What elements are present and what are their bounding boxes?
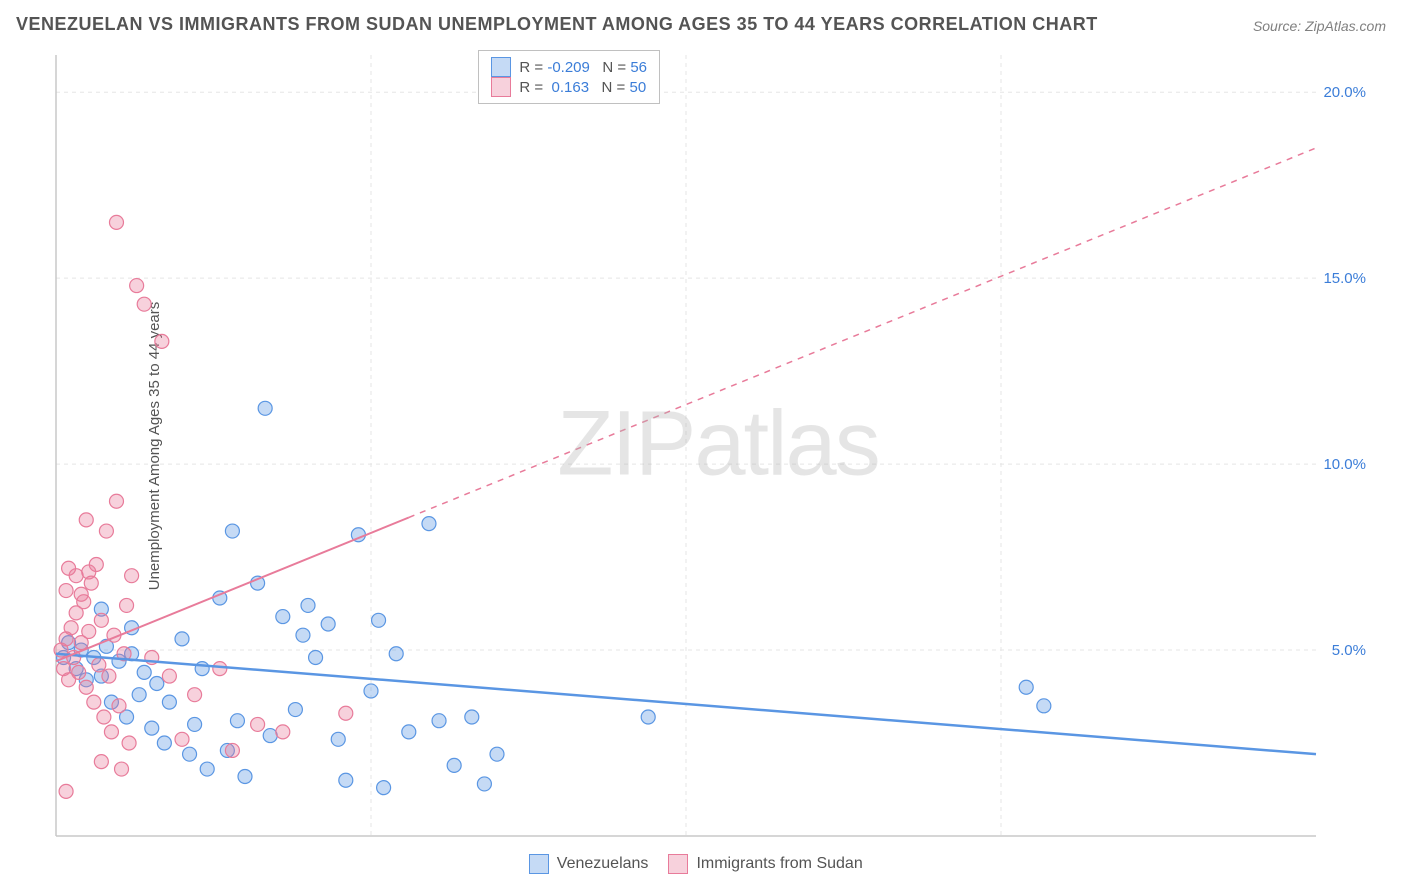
series-legend-label: Venezuelans — [557, 855, 649, 873]
legend-swatch — [529, 854, 549, 874]
scatter-chart-svg: 5.0%10.0%15.0%20.0%0.0%50.0% — [50, 45, 1386, 842]
chart-plot-area: 5.0%10.0%15.0%20.0%0.0%50.0% ZIPatlas — [50, 45, 1386, 842]
legend-swatch — [668, 854, 688, 874]
svg-text:15.0%: 15.0% — [1323, 270, 1366, 287]
chart-title: VENEZUELAN VS IMMIGRANTS FROM SUDAN UNEM… — [16, 14, 1098, 35]
legend-swatch — [491, 57, 511, 77]
series-legend-item: Venezuelans — [529, 854, 649, 874]
series-legend-label: Immigrants from Sudan — [696, 855, 862, 873]
legend-swatch — [491, 77, 511, 97]
source-attribution: Source: ZipAtlas.com — [1253, 18, 1386, 34]
svg-text:20.0%: 20.0% — [1323, 84, 1366, 101]
svg-text:10.0%: 10.0% — [1323, 456, 1366, 473]
correlation-legend-row: R = 0.163 N = 50 — [491, 77, 647, 97]
series-legend: Venezuelans Immigrants from Sudan — [529, 854, 863, 874]
correlation-legend: R = -0.209 N = 56R = 0.163 N = 50 — [478, 50, 660, 104]
series-legend-item: Immigrants from Sudan — [668, 854, 862, 874]
correlation-legend-row: R = -0.209 N = 56 — [491, 57, 647, 77]
svg-text:5.0%: 5.0% — [1332, 642, 1366, 659]
